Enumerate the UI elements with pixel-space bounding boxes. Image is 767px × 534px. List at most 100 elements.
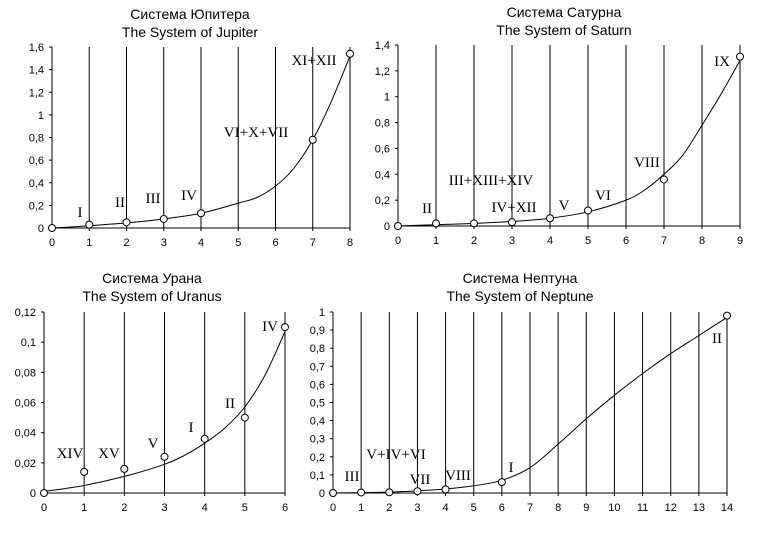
y-tick-label: 1,2	[375, 66, 390, 78]
data-point	[508, 218, 516, 227]
data-point	[546, 214, 554, 223]
y-tick-label: 0,02	[15, 458, 36, 470]
y-tick-label: 0,7	[310, 361, 325, 373]
x-tick-label: 6	[499, 502, 505, 514]
y-tick-label: 1,6	[29, 42, 44, 54]
x-tick-label: 8	[699, 235, 705, 247]
y-tick-label: 0,8	[375, 118, 390, 130]
data-point	[470, 219, 478, 228]
point-label: IV	[262, 319, 278, 335]
y-tick-label: 0,1	[310, 470, 325, 482]
x-tick-label: 1	[81, 502, 87, 514]
x-tick-label: 5	[242, 502, 248, 514]
point-label: II	[115, 195, 125, 211]
point-label: XIV	[57, 446, 84, 462]
point-label: VI+X+VII	[224, 125, 288, 141]
x-tick-label: 0	[395, 235, 401, 247]
point-label: IV	[181, 188, 197, 204]
point-label: IV+XII	[491, 200, 536, 216]
x-tick-label: 6	[272, 237, 278, 249]
x-tick-label: 5	[471, 502, 477, 514]
point-label: III	[345, 469, 360, 485]
x-tick-label: 3	[161, 502, 167, 514]
chart-subtitle: The System of Jupiter	[122, 24, 259, 40]
x-tick-label: 5	[235, 237, 241, 249]
data-point	[200, 434, 209, 443]
point-label: V	[559, 198, 570, 214]
y-tick-label: 0,2	[310, 452, 325, 464]
x-tick-label: 1	[433, 235, 439, 247]
x-tick-label: 6	[623, 235, 629, 247]
data-point	[159, 214, 168, 223]
data-point	[346, 49, 354, 58]
data-point	[432, 219, 440, 228]
data-point	[413, 487, 422, 496]
point-label: II	[712, 331, 722, 347]
x-tick-label: 1	[86, 237, 92, 249]
y-tick-label: 0,6	[375, 143, 390, 155]
chart-subtitle: The System of Saturn	[496, 22, 631, 38]
x-tick-label: 6	[282, 502, 288, 514]
x-tick-label: 5	[585, 235, 591, 247]
data-point	[660, 175, 668, 184]
point-label: III	[146, 191, 161, 207]
point-label: VI	[595, 188, 611, 204]
data-point	[40, 489, 48, 497]
y-tick-label: 0,9	[310, 325, 325, 337]
point-label: II	[422, 201, 432, 217]
point-label: V	[148, 436, 159, 452]
x-tick-label: 9	[737, 235, 743, 247]
data-point	[497, 478, 506, 487]
y-tick-label: 0,08	[15, 367, 36, 379]
data-point	[329, 489, 337, 497]
trend-curve	[43, 331, 286, 492]
point-label: XI+XII	[291, 53, 336, 69]
point-label: I	[189, 420, 194, 436]
x-tick-label: 13	[693, 502, 705, 514]
data-point	[736, 52, 744, 61]
y-tick-label: 1,2	[29, 87, 44, 99]
chart-title: Система Юпитера	[130, 6, 250, 22]
y-tick-label: 0,12	[15, 307, 36, 319]
y-tick-label: 0,4	[375, 169, 390, 181]
x-tick-label: 1	[358, 502, 364, 514]
y-tick-label: 0,4	[29, 178, 44, 190]
y-tick-label: 0,2	[29, 200, 44, 212]
x-tick-label: 3	[509, 235, 515, 247]
data-point	[160, 452, 169, 461]
chart-title: Система Урана	[102, 270, 202, 286]
y-tick-label: 0	[30, 488, 36, 500]
x-tick-label: 7	[661, 235, 667, 247]
data-point	[441, 485, 450, 494]
point-label: II	[225, 396, 235, 412]
x-tick-label: 2	[471, 235, 477, 247]
point-label: I	[509, 460, 514, 476]
point-label: V+IV+VI	[366, 447, 425, 463]
x-tick-label: 14	[721, 502, 733, 514]
y-tick-label: 1,4	[29, 65, 44, 77]
x-tick-label: 9	[583, 502, 589, 514]
point-label: IX	[714, 54, 730, 70]
data-point	[723, 311, 731, 320]
y-tick-label: 0,3	[310, 434, 325, 446]
data-point	[281, 323, 289, 332]
x-tick-label: 7	[310, 237, 316, 249]
point-label: VIII	[634, 155, 660, 171]
data-point	[122, 218, 131, 227]
y-tick-label: 0,06	[15, 398, 36, 410]
y-tick-label: 0	[384, 221, 390, 233]
x-tick-label: 0	[49, 237, 55, 249]
x-tick-label: 2	[121, 502, 127, 514]
chart-title: Система Сатурна	[507, 4, 622, 20]
y-tick-label: 1	[384, 92, 390, 104]
y-tick-label: 1	[38, 110, 44, 122]
y-tick-label: 0,5	[310, 398, 325, 410]
x-tick-label: 12	[665, 502, 677, 514]
y-tick-label: 0,2	[375, 195, 390, 207]
y-tick-label: 0,6	[29, 155, 44, 167]
x-tick-label: 4	[198, 237, 204, 249]
x-tick-label: 4	[443, 502, 449, 514]
point-label: XV	[98, 446, 120, 462]
x-tick-label: 3	[161, 237, 167, 249]
